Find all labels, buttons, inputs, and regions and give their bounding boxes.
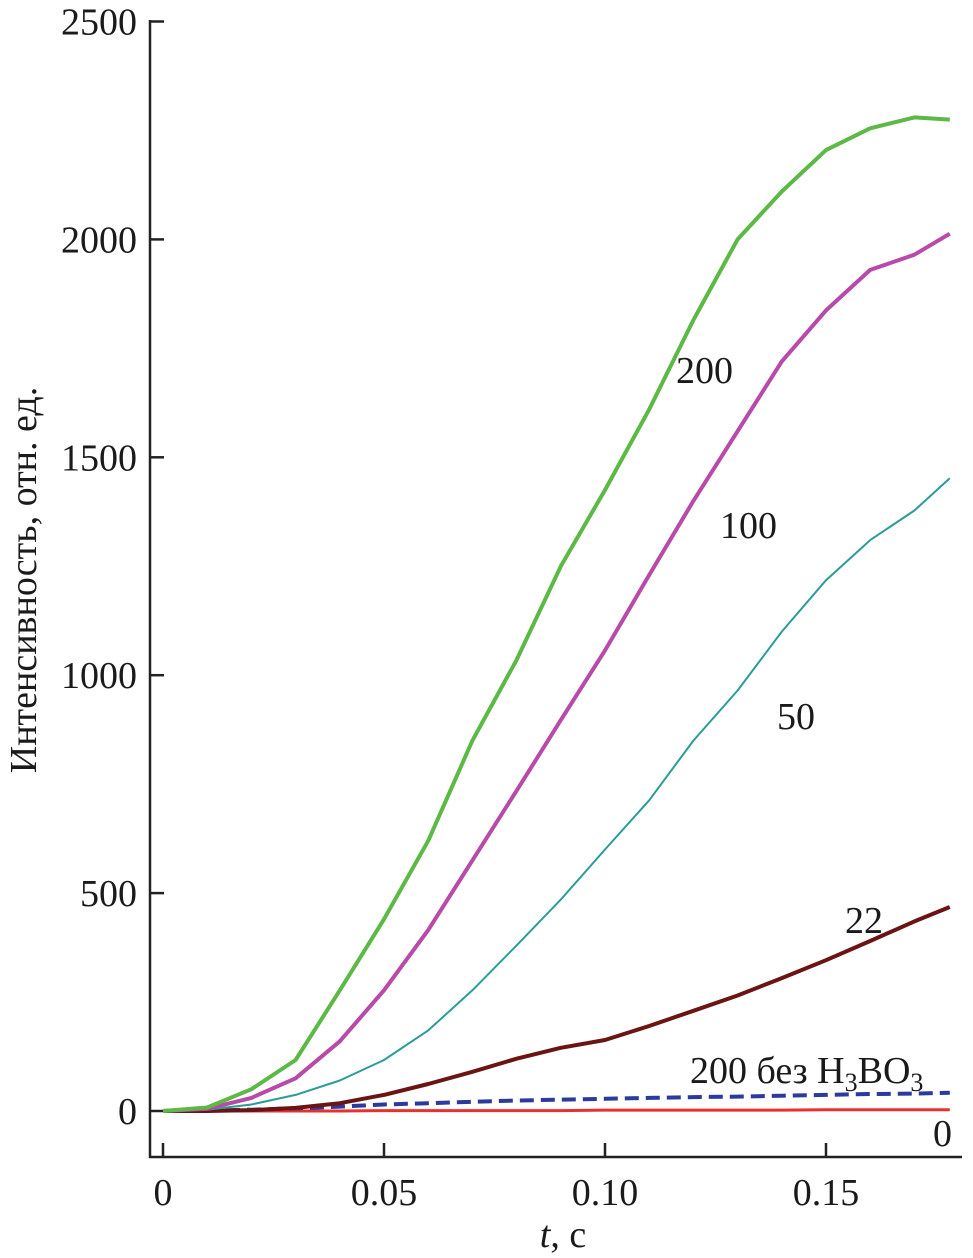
- series-line-200: [162, 115, 950, 1113]
- series-line-22: [163, 905, 951, 1113]
- series-line-50: [162, 477, 951, 1112]
- x-ticks: 0 0.05 0.10 0.15: [154, 1143, 860, 1214]
- y-tick-label: 500: [80, 873, 137, 915]
- series-line-0: [163, 1108, 950, 1113]
- y-tick-label: 1000: [61, 655, 137, 697]
- y-axis-label: Интенсивность, отн. ед.: [3, 387, 45, 773]
- x-tick-label: 0.05: [351, 1172, 418, 1214]
- y-tick-label: 2500: [61, 2, 137, 44]
- series-label-200: 200: [676, 350, 733, 392]
- series-label-22: 22: [845, 900, 883, 942]
- y-tick-label: 0: [118, 1091, 137, 1133]
- x-tick-label: 0.10: [572, 1172, 639, 1214]
- series-line-100: [162, 231, 951, 1113]
- x-tick-label: 0: [154, 1172, 173, 1214]
- series-label-100: 100: [720, 505, 777, 547]
- x-tick-label: 0.15: [793, 1172, 860, 1214]
- axes: [148, 20, 962, 1159]
- y-ticks: 0 500 1000 1500 2000 2500: [61, 2, 164, 1133]
- x-axis-label: t, с: [540, 1214, 586, 1256]
- series-label-50: 50: [777, 696, 815, 738]
- series-label-200-no-boric-acid: 200 без H3BO3: [690, 1050, 923, 1097]
- y-tick-label: 2000: [61, 219, 137, 261]
- series-lines: [162, 115, 951, 1113]
- series-label-0: 0: [933, 1113, 952, 1155]
- y-tick-label: 1500: [61, 437, 137, 479]
